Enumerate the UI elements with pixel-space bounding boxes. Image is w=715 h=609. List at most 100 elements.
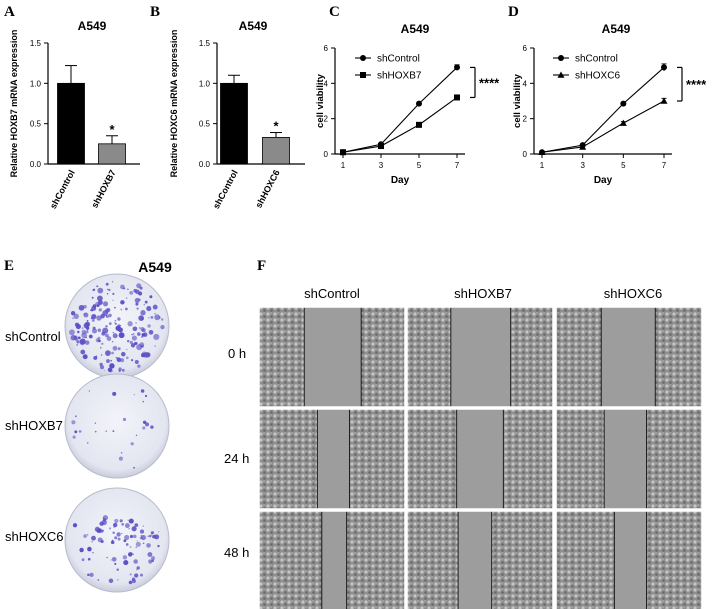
point-shhoxc6 bbox=[579, 143, 587, 150]
colony-label-shhoxb7: shHOXB7 bbox=[5, 418, 63, 433]
colony-dot bbox=[136, 283, 142, 289]
bar-chart-hoxb7: A549 0.0 0.5 1.0 1.5 Relative HOXB7 mRNA expr… bbox=[9, 19, 140, 210]
colony-dot bbox=[132, 333, 135, 335]
y-tick-label: 2 bbox=[324, 115, 329, 124]
bar-shcontrol bbox=[220, 82, 248, 165]
legend-marker bbox=[360, 55, 366, 61]
colony-dot bbox=[128, 580, 133, 585]
colony-dot bbox=[112, 345, 118, 351]
colony-dot bbox=[121, 523, 124, 526]
colony-dot bbox=[86, 534, 89, 536]
colony-dot bbox=[128, 527, 130, 530]
colony-dot bbox=[117, 317, 121, 321]
colony-dot bbox=[150, 531, 154, 535]
colony-dot bbox=[132, 553, 134, 556]
colony-dot bbox=[161, 318, 164, 321]
colony-dot bbox=[135, 289, 140, 295]
colony-dot bbox=[131, 579, 136, 584]
colony-dot bbox=[125, 307, 128, 311]
colony-dot bbox=[103, 369, 105, 371]
colony-dot bbox=[112, 391, 117, 396]
colony-dot bbox=[125, 297, 128, 299]
colony-dot bbox=[84, 337, 86, 339]
x-tick-label: 1 bbox=[540, 161, 545, 170]
colony-dot bbox=[130, 358, 134, 362]
colony-dot bbox=[89, 572, 94, 578]
colony-dot bbox=[99, 362, 103, 367]
colony-dot bbox=[95, 338, 100, 343]
colony-dot bbox=[148, 329, 154, 335]
colony-dot bbox=[154, 312, 156, 315]
wound-frame bbox=[258, 306, 406, 408]
x-tick-label: 3 bbox=[379, 161, 384, 170]
colony-dot bbox=[131, 526, 137, 532]
chart-title: A549 bbox=[602, 22, 631, 36]
x-tick-label: 7 bbox=[455, 161, 460, 170]
panel-letter-a: A bbox=[4, 4, 15, 20]
y-tick-label: 4 bbox=[523, 79, 528, 88]
colony-dot bbox=[74, 337, 78, 341]
colony-dot bbox=[105, 430, 107, 432]
colony-dot bbox=[142, 525, 144, 527]
colony-dot bbox=[105, 325, 108, 328]
colony-dot bbox=[97, 295, 103, 302]
colony-dot bbox=[144, 300, 148, 304]
colony-dot bbox=[118, 456, 123, 461]
colony-dot bbox=[141, 353, 146, 358]
colony-dot bbox=[154, 345, 156, 347]
colony-dot bbox=[124, 523, 130, 529]
colony-dot bbox=[139, 286, 143, 290]
point-shhoxc6 bbox=[619, 119, 627, 126]
colony-dot bbox=[133, 466, 135, 469]
colony-dot bbox=[86, 442, 89, 444]
colony-dot bbox=[108, 313, 112, 318]
colony-dot bbox=[143, 303, 146, 306]
colony-dot bbox=[119, 324, 122, 327]
colony-dot bbox=[112, 299, 114, 301]
colony-dot bbox=[114, 306, 116, 309]
colony-dot bbox=[72, 317, 74, 319]
colony-dot bbox=[101, 519, 107, 526]
bar-shcontrol bbox=[57, 82, 85, 165]
colony-dot bbox=[108, 288, 111, 292]
colony-dot bbox=[72, 523, 78, 528]
panel-letter-d: D bbox=[508, 4, 519, 20]
colony-dot bbox=[125, 356, 129, 360]
colony-dot bbox=[87, 557, 91, 561]
colony-dot bbox=[154, 314, 161, 321]
colony-dot bbox=[114, 322, 117, 325]
colony-dot bbox=[101, 342, 104, 345]
series-line-shcontrol bbox=[342, 67, 458, 153]
colony-dot bbox=[80, 349, 86, 355]
colony-dot bbox=[120, 451, 123, 454]
y-tick-label: 4 bbox=[324, 79, 329, 88]
colony-dot bbox=[91, 296, 94, 299]
colony-dot bbox=[112, 430, 115, 433]
colony-dot bbox=[130, 343, 136, 348]
colony-dot bbox=[83, 534, 87, 538]
colony-dot bbox=[121, 368, 125, 372]
wound-frame bbox=[406, 408, 554, 510]
colony-dot bbox=[105, 350, 111, 356]
colony-dot bbox=[98, 308, 102, 312]
colony-dot bbox=[145, 352, 151, 358]
x-tick-label: shControl bbox=[211, 168, 240, 210]
wound-gap bbox=[450, 307, 511, 407]
colony-dot bbox=[77, 330, 80, 334]
legend-marker bbox=[557, 71, 565, 78]
colony-dot bbox=[127, 321, 133, 327]
colony-dot bbox=[142, 420, 147, 424]
colony-dot bbox=[98, 528, 102, 532]
colony-dot bbox=[147, 535, 149, 537]
colony-dot bbox=[114, 562, 117, 565]
colony-dot bbox=[111, 351, 114, 355]
colony-dot bbox=[92, 551, 94, 554]
colony-dot bbox=[121, 532, 123, 534]
legend-marker bbox=[360, 72, 366, 78]
wound-col-shhoxc6: shHOXC6 bbox=[604, 286, 663, 301]
colony-dot bbox=[107, 288, 109, 291]
series-line-shhoxb7 bbox=[342, 97, 458, 153]
colony-dot bbox=[91, 535, 96, 541]
colony-dot bbox=[106, 336, 112, 341]
colony-dot bbox=[106, 292, 109, 295]
